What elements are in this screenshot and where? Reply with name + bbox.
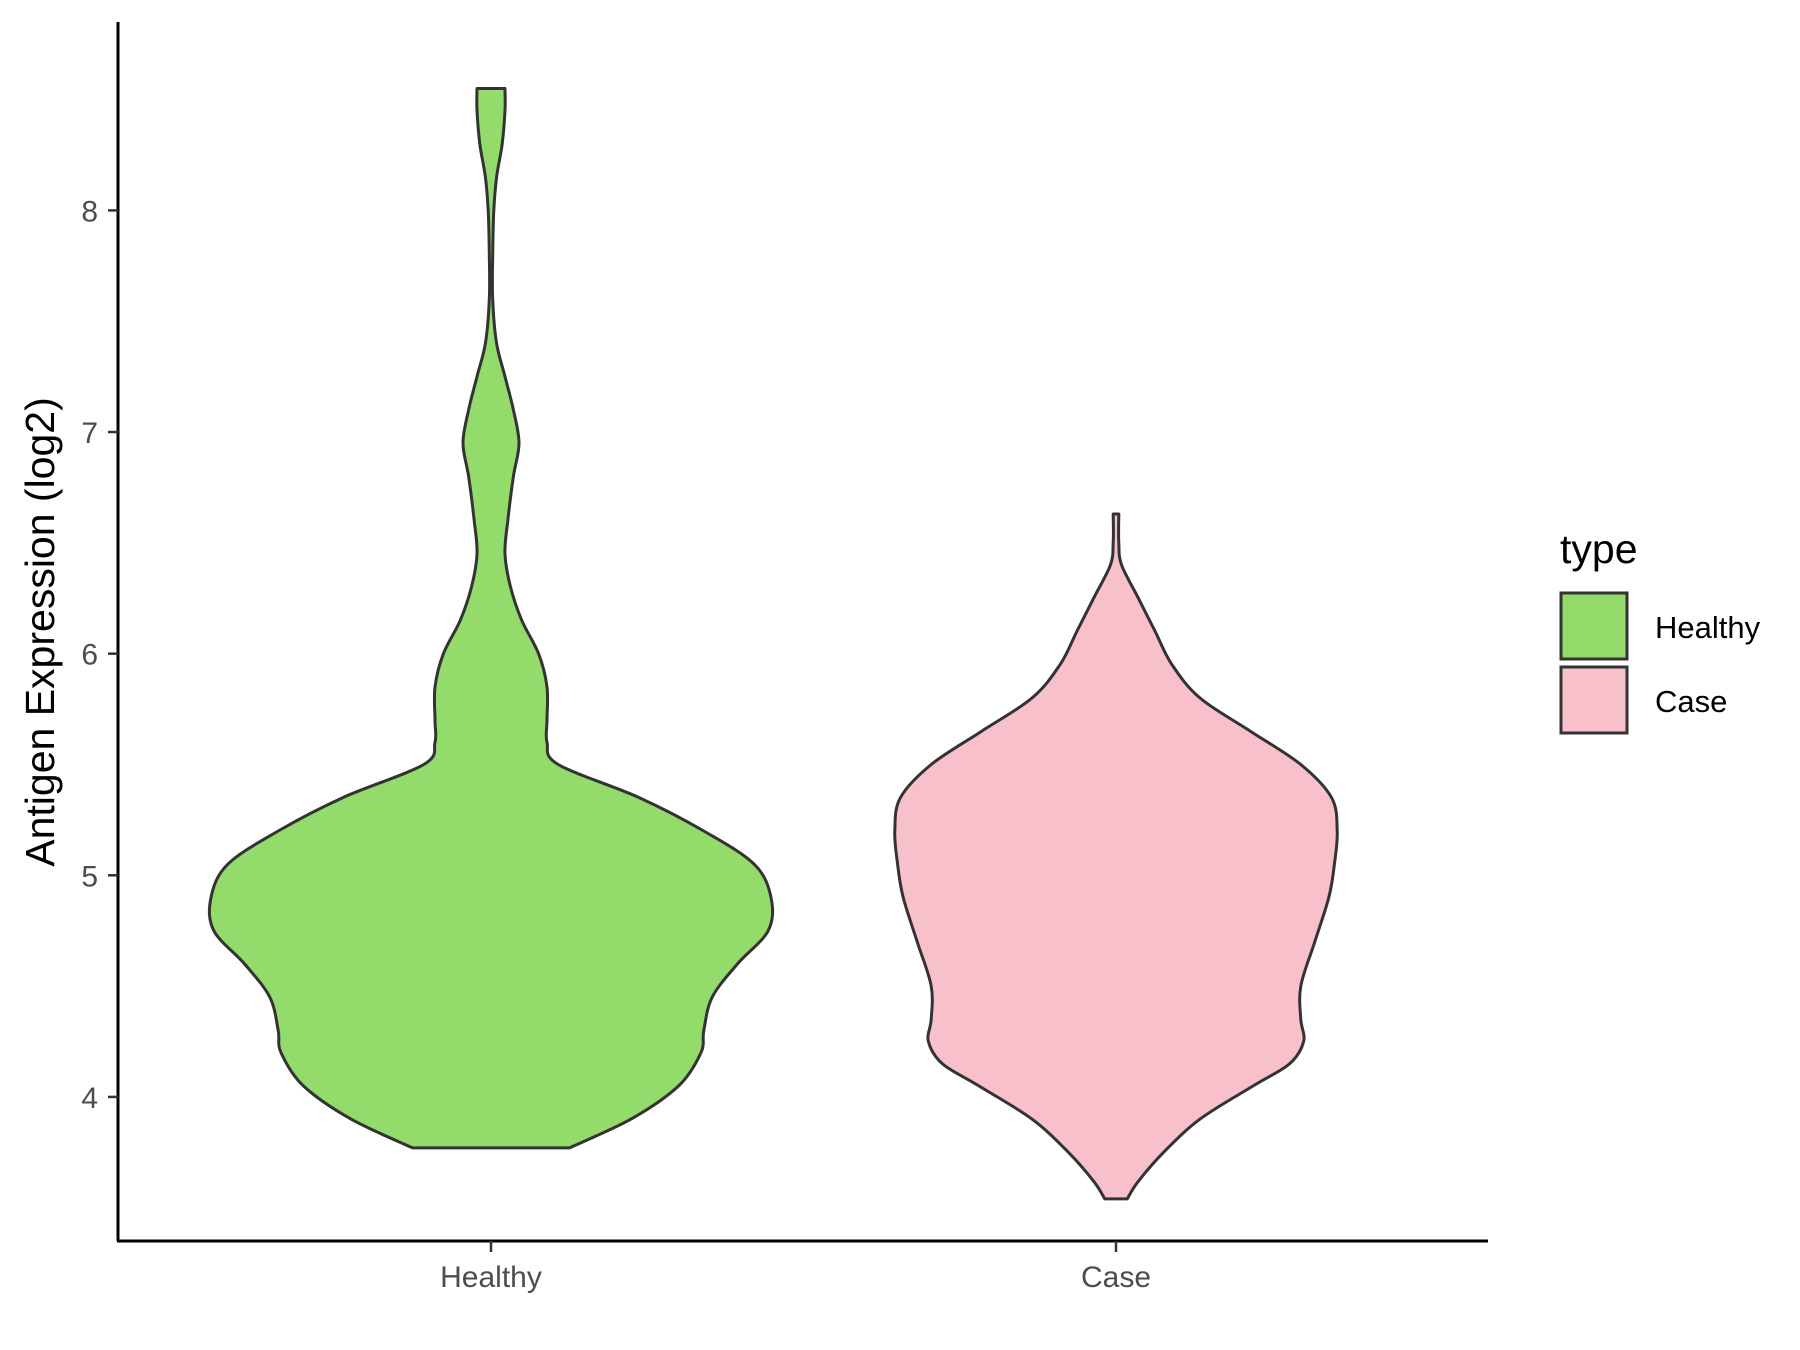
- y-tick-label: 5: [81, 860, 98, 893]
- violin-layer: [207, 87, 1339, 1201]
- legend-title: type: [1560, 526, 1638, 572]
- x-axis-ticks: Healthy Case: [440, 1241, 1151, 1294]
- y-tick-label: 8: [81, 195, 98, 228]
- x-tick-label: Healthy: [440, 1261, 542, 1294]
- legend-swatch-case: [1559, 665, 1629, 735]
- y-axis-title: Antigen Expression (log2): [17, 397, 63, 866]
- violin-healthy: [207, 87, 775, 1150]
- y-tick-label: 7: [81, 417, 98, 450]
- y-tick-label: 4: [81, 1082, 98, 1115]
- legend-label-case: Case: [1655, 684, 1727, 719]
- violin-case: [893, 512, 1339, 1201]
- legend-swatch-healthy: [1559, 591, 1629, 661]
- y-tick-label: 6: [81, 639, 98, 672]
- legend-label-healthy: Healthy: [1655, 610, 1761, 645]
- legend: type Healthy Case: [1559, 526, 1761, 735]
- x-tick-label: Case: [1081, 1261, 1151, 1294]
- y-axis-ticks: 4 5 6 7 8: [81, 195, 118, 1115]
